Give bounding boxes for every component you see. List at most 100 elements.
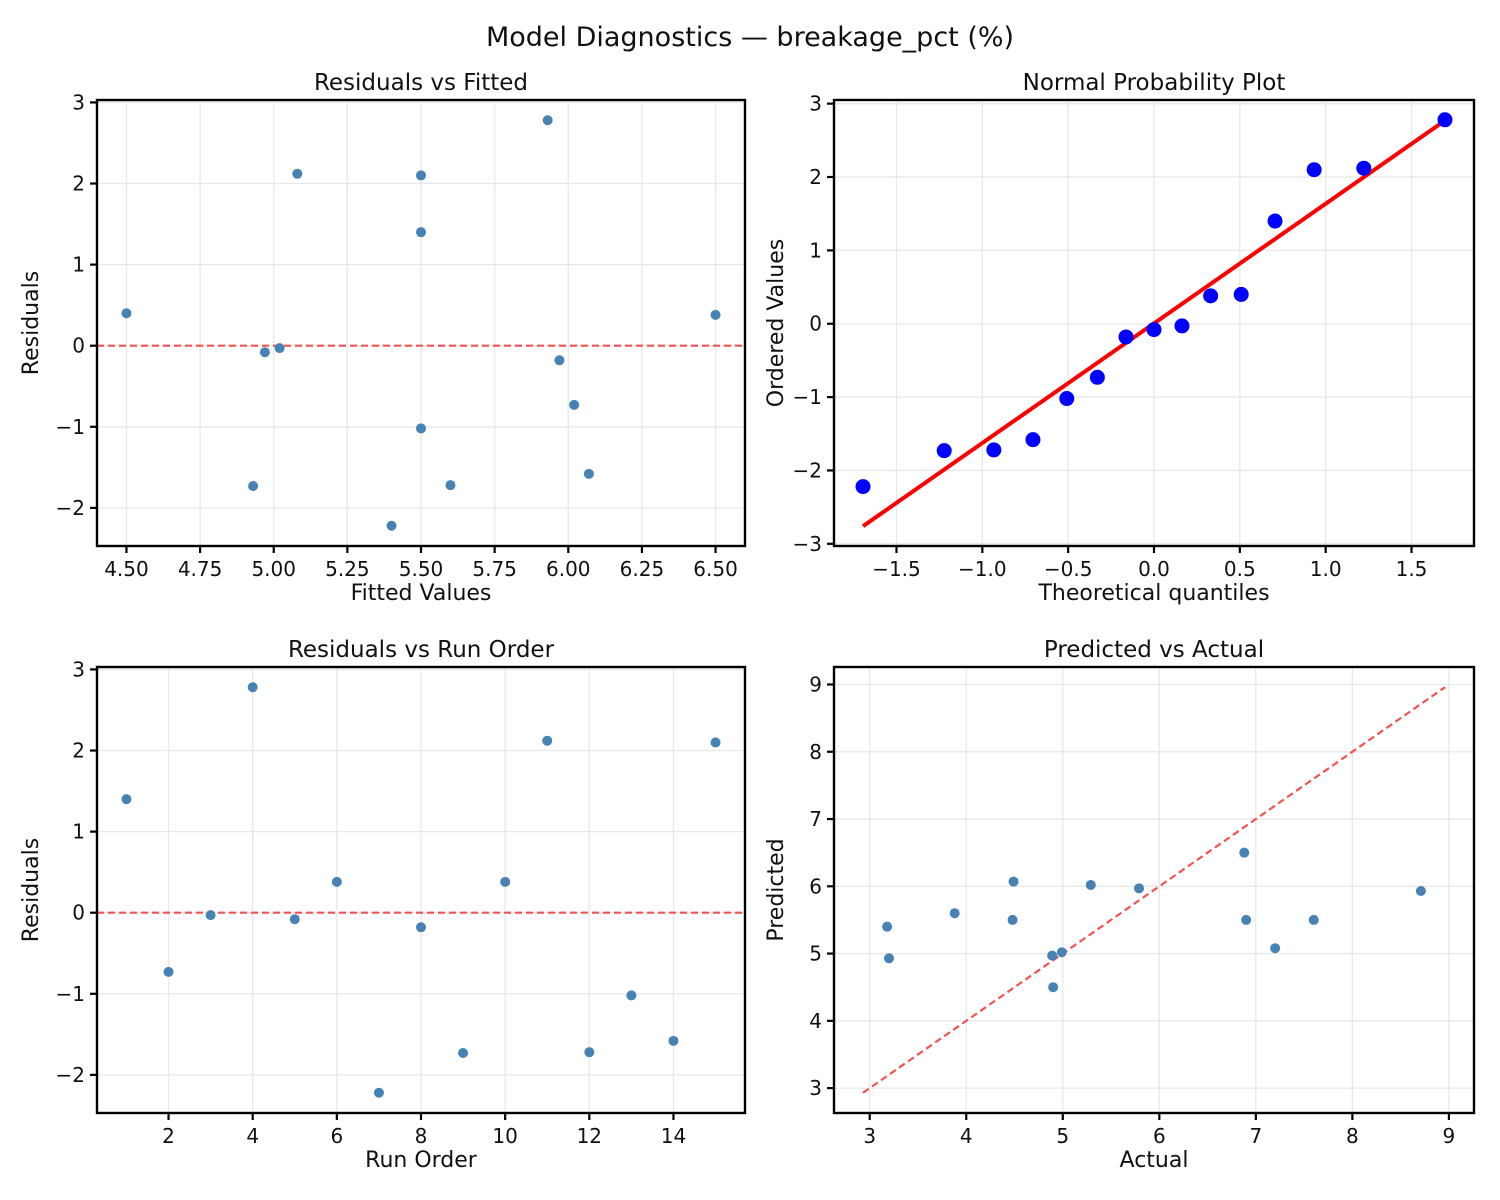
data-point (289, 914, 300, 925)
x-tick-label: −1.0 (958, 557, 1007, 581)
subplot-title-normal-probability: Normal Probability Plot (1022, 70, 1286, 96)
chart-normal-probability-plot: −1.5 −1.0 −0.5 0.0 0.5 1.0 1.5 −3 −2 −1 0 1 2 3 (793, 92, 1476, 581)
data-point (259, 347, 270, 358)
data-point (1146, 322, 1162, 338)
x-tick-label: 5.00 (251, 557, 296, 581)
data-point (1047, 950, 1058, 961)
y-tick-label: −1 (56, 982, 85, 1006)
data-point (1008, 876, 1019, 887)
x-tick-label: 0.0 (1138, 557, 1170, 581)
data-point (1048, 982, 1059, 993)
subplot-title-predicted-vs-actual: Predicted vs Actual (1043, 637, 1265, 663)
data-point (1270, 943, 1281, 954)
x-tick-label: 7 (1249, 1124, 1262, 1148)
y-tick-label: −1 (56, 415, 85, 439)
data-point (668, 1035, 679, 1046)
data-point (248, 480, 259, 491)
data-point (373, 1087, 384, 1098)
data-point (1134, 883, 1145, 894)
data-point (1118, 329, 1134, 345)
y-tick-label: 5 (809, 942, 822, 966)
y-tick-label: 2 (809, 165, 822, 189)
y-tick-label: −2 (56, 1063, 85, 1087)
xlabel-run-order: Run Order (365, 1148, 477, 1173)
data-point (583, 468, 594, 479)
ylabel-ordered-values: Ordered Values (764, 238, 789, 408)
x-tick-label: 5.50 (399, 557, 444, 581)
y-tick-label: 3 (72, 657, 85, 681)
y-tick-label: −2 (793, 458, 822, 482)
x-tick-label: −1.5 (872, 557, 921, 581)
data-point (1085, 879, 1096, 890)
data-point (1056, 947, 1067, 958)
data-point (626, 990, 637, 1001)
x-tick-label: 4.75 (178, 557, 223, 581)
x-tick-label: 6 (1153, 1124, 1166, 1148)
y-tick-label: 0 (809, 312, 822, 336)
data-point (1089, 369, 1105, 385)
y-tick-label: −3 (793, 532, 822, 556)
y-tick-label: 0 (72, 901, 85, 925)
x-tick-label: 0.5 (1224, 557, 1256, 581)
y-tick-label: 3 (809, 1076, 822, 1100)
x-tick-label: 3 (863, 1124, 876, 1148)
xlabel-actual: Actual (1119, 1148, 1189, 1173)
data-point (710, 309, 721, 320)
x-tick-label: 4 (246, 1124, 259, 1148)
axes-spines (832, 665, 1476, 1115)
x-tick-label: 6.00 (546, 557, 591, 581)
data-point (1241, 914, 1252, 925)
data-point (882, 921, 893, 932)
data-point (569, 399, 580, 410)
x-tick-label: 4.50 (104, 557, 149, 581)
data-point (416, 423, 426, 434)
data-point (274, 343, 285, 354)
data-point (292, 168, 303, 179)
data-point (1306, 162, 1322, 178)
x-tick-label: 9 (1443, 1124, 1456, 1148)
data-point (331, 876, 342, 887)
subplot-title-residuals-vs-fitted: Residuals vs Fitted (313, 70, 529, 96)
data-point (542, 115, 553, 126)
data-point (1415, 886, 1426, 897)
data-point (1025, 432, 1041, 448)
y-tick-label: 2 (72, 172, 85, 196)
data-point (1203, 288, 1219, 304)
data-point (121, 794, 132, 805)
data-point (710, 737, 721, 748)
xlabel-fitted-values: Fitted Values (350, 581, 492, 606)
y-tick-label: 3 (809, 92, 822, 116)
data-point (458, 1047, 469, 1058)
data-point (1437, 112, 1453, 128)
y-tick-label: −2 (56, 496, 85, 520)
data-point (1059, 391, 1075, 407)
x-tick-label: 4 (960, 1124, 973, 1148)
y-tick-label: 7 (809, 807, 822, 831)
data-point (936, 443, 952, 459)
y-tick-label: 6 (809, 874, 822, 898)
data-point (584, 1047, 595, 1058)
data-point (445, 480, 456, 491)
x-tick-label: 10 (492, 1124, 517, 1148)
data-point (1007, 914, 1018, 925)
x-tick-label: 8 (1346, 1124, 1359, 1148)
data-point (855, 479, 871, 495)
data-point (554, 355, 565, 366)
data-point (247, 682, 258, 693)
data-point (386, 520, 397, 531)
data-point (163, 966, 174, 977)
data-point (416, 227, 426, 238)
xlabel-theoretical-quantiles: Theoretical quantiles (1038, 581, 1270, 606)
x-tick-label: 14 (661, 1124, 686, 1148)
x-tick-label: 5.25 (325, 557, 370, 581)
x-tick-label: 8 (415, 1124, 428, 1148)
data-point (416, 170, 426, 181)
data-point (1239, 847, 1250, 858)
x-tick-label: 2 (162, 1124, 175, 1148)
data-point (1356, 160, 1372, 176)
data-point (1308, 914, 1319, 925)
ylabel-residuals-top: Residuals (19, 270, 44, 376)
x-tick-label: −0.5 (1044, 557, 1093, 581)
